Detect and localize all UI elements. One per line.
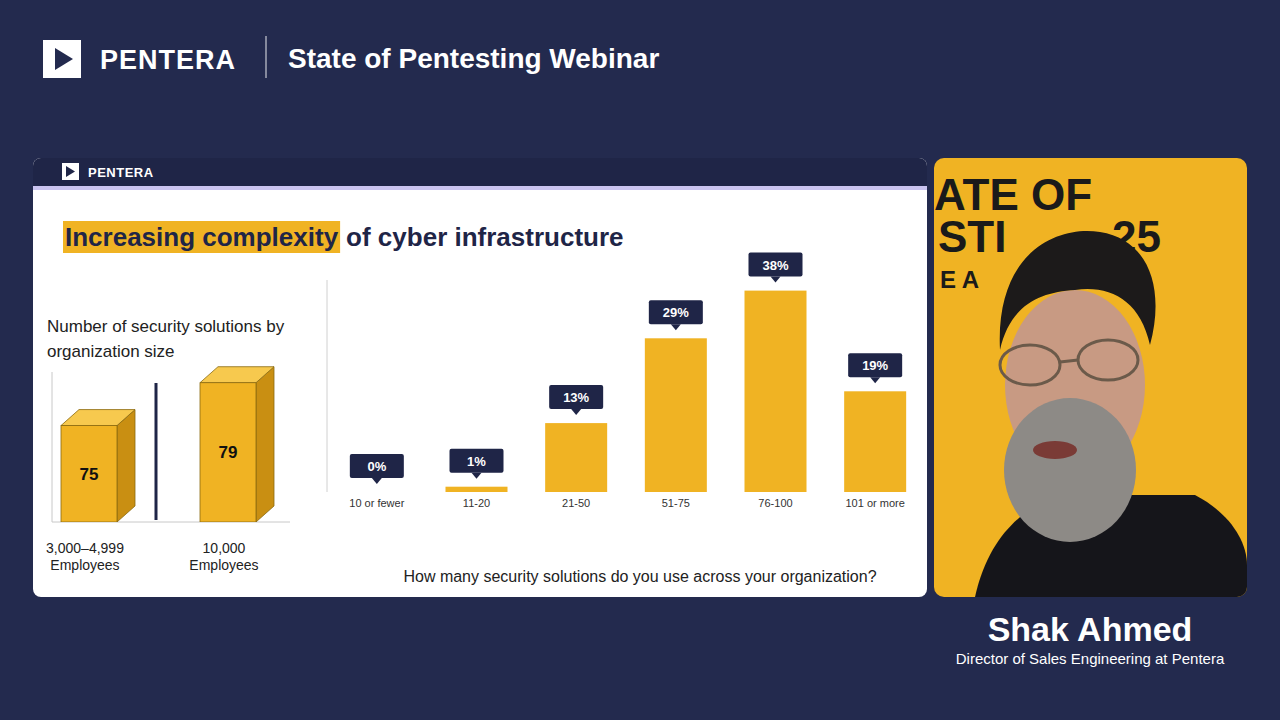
bars — [61, 367, 274, 522]
bar-side — [256, 367, 274, 522]
header-brand: PENTERA — [100, 45, 236, 75]
header-title: State of Pentesting Webinar — [288, 43, 659, 74]
slide-logo-cut — [66, 166, 75, 177]
bar — [61, 426, 117, 522]
bar — [745, 291, 807, 492]
logo-icon-cut — [55, 48, 73, 70]
label-box — [350, 454, 404, 478]
label-pointer — [472, 473, 482, 479]
category-label: 101 or more — [846, 497, 905, 509]
y-axis-line — [327, 280, 328, 492]
data-label: 79 — [219, 443, 238, 462]
slide-brand: PENTERA — [88, 165, 154, 180]
category-label: 11-20 — [463, 497, 490, 509]
category-label: 21-50 — [562, 497, 590, 509]
category-label: 3,000–4,999Employees — [46, 540, 124, 573]
chart-org-size: Number of security solutions by organizat… — [46, 317, 290, 573]
slide-topbar-fill — [33, 174, 927, 188]
presenter-name: Shak Ahmed — [988, 610, 1193, 648]
label-pointer — [771, 277, 781, 283]
title-line: organization size — [47, 342, 175, 361]
slide-logo-icon — [62, 163, 79, 180]
slide-accent-line — [33, 186, 927, 190]
chart-title: Number of security solutions by organizat… — [47, 317, 285, 361]
label-pointer — [571, 409, 581, 415]
label-pointer — [671, 324, 681, 330]
page: {"header": {"brand": "PENTERA", "title":… — [0, 0, 1280, 720]
data-label: 0% — [367, 459, 386, 474]
person-mouth — [1033, 441, 1077, 459]
separator — [155, 383, 158, 520]
label-pointer — [870, 377, 880, 383]
category-label: 76-100 — [758, 497, 792, 509]
data-label: 75 — [80, 465, 99, 484]
label-pointer — [372, 478, 382, 484]
page-canvas: PENTERAState of Pentesting WebinarPENTER… — [0, 0, 1280, 720]
bar-side — [117, 410, 135, 522]
title-highlight — [63, 221, 340, 253]
label-box — [848, 353, 902, 377]
bar — [545, 423, 607, 492]
data-label: 29% — [663, 305, 689, 320]
bar — [844, 391, 906, 492]
data-label: 1% — [467, 454, 486, 469]
presenter-role: Director of Sales Engineering at Pentera — [956, 650, 1225, 667]
video-panel: ATE OFSTI25E A — [934, 158, 1247, 597]
data-label: 38% — [762, 258, 788, 273]
category-label: 51-75 — [662, 497, 690, 509]
label-line: 3,000–4,999 — [46, 540, 124, 556]
label-line: 10,000 — [203, 540, 246, 556]
logo-icon — [43, 40, 81, 78]
video-background — [934, 158, 1247, 597]
slide: PENTERA Increasing complexityof cyber inf… — [33, 158, 927, 597]
bar — [645, 338, 707, 492]
bar — [346, 492, 408, 493]
label-box — [450, 449, 504, 473]
x-axis-title: How many security solutions do you use a… — [403, 568, 876, 585]
presenter: Shak Ahmed Director of Sales Engineering … — [956, 610, 1225, 667]
title-line: Number of security solutions by — [47, 317, 285, 336]
person-glasses — [1078, 340, 1138, 380]
labels: 0% 10 or fewer 1% 11-20 13% 21-50 29% 51-75 38% 7… — [349, 253, 905, 509]
bar — [200, 383, 256, 522]
slide-title-highlight: Increasing complexity — [65, 222, 339, 252]
label-line: Employees — [189, 557, 258, 573]
backdrop-text: E A — [940, 266, 979, 293]
header-divider — [265, 36, 267, 78]
slide-topbar — [33, 158, 927, 188]
chart-solution-count: 0% 10 or fewer 1% 11-20 13% 21-50 29% 51-75 38% 7… — [327, 253, 906, 585]
header: PENTERA State of Pentesting Webinar — [43, 36, 659, 78]
person-beard — [1004, 398, 1136, 542]
label-box — [749, 253, 803, 277]
data-label: 19% — [862, 358, 888, 373]
label-box — [649, 300, 703, 324]
bar — [446, 487, 508, 492]
label-box — [549, 385, 603, 409]
label-line: Employees — [50, 557, 119, 573]
data-label: 13% — [563, 390, 589, 405]
category-label: 10 or fewer — [349, 497, 404, 509]
person-glasses-bridge — [1060, 360, 1078, 362]
person-glasses — [1000, 345, 1060, 385]
bars — [446, 291, 907, 492]
slide-title-rest: of cyber infrastructure — [346, 222, 623, 252]
labels: 753,000–4,999Employees7910,000Employees — [46, 443, 259, 573]
category-label: 10,000Employees — [189, 540, 258, 573]
background — [0, 0, 1280, 720]
y-axis-line — [52, 372, 53, 522]
bar-top — [200, 367, 274, 383]
slide-title: Increasing complexityof cyber infrastruc… — [63, 221, 624, 253]
person-hair — [1000, 231, 1156, 350]
backdrop-text: STI — [938, 212, 1006, 261]
bar-top — [61, 410, 135, 426]
slide-background — [33, 158, 927, 597]
